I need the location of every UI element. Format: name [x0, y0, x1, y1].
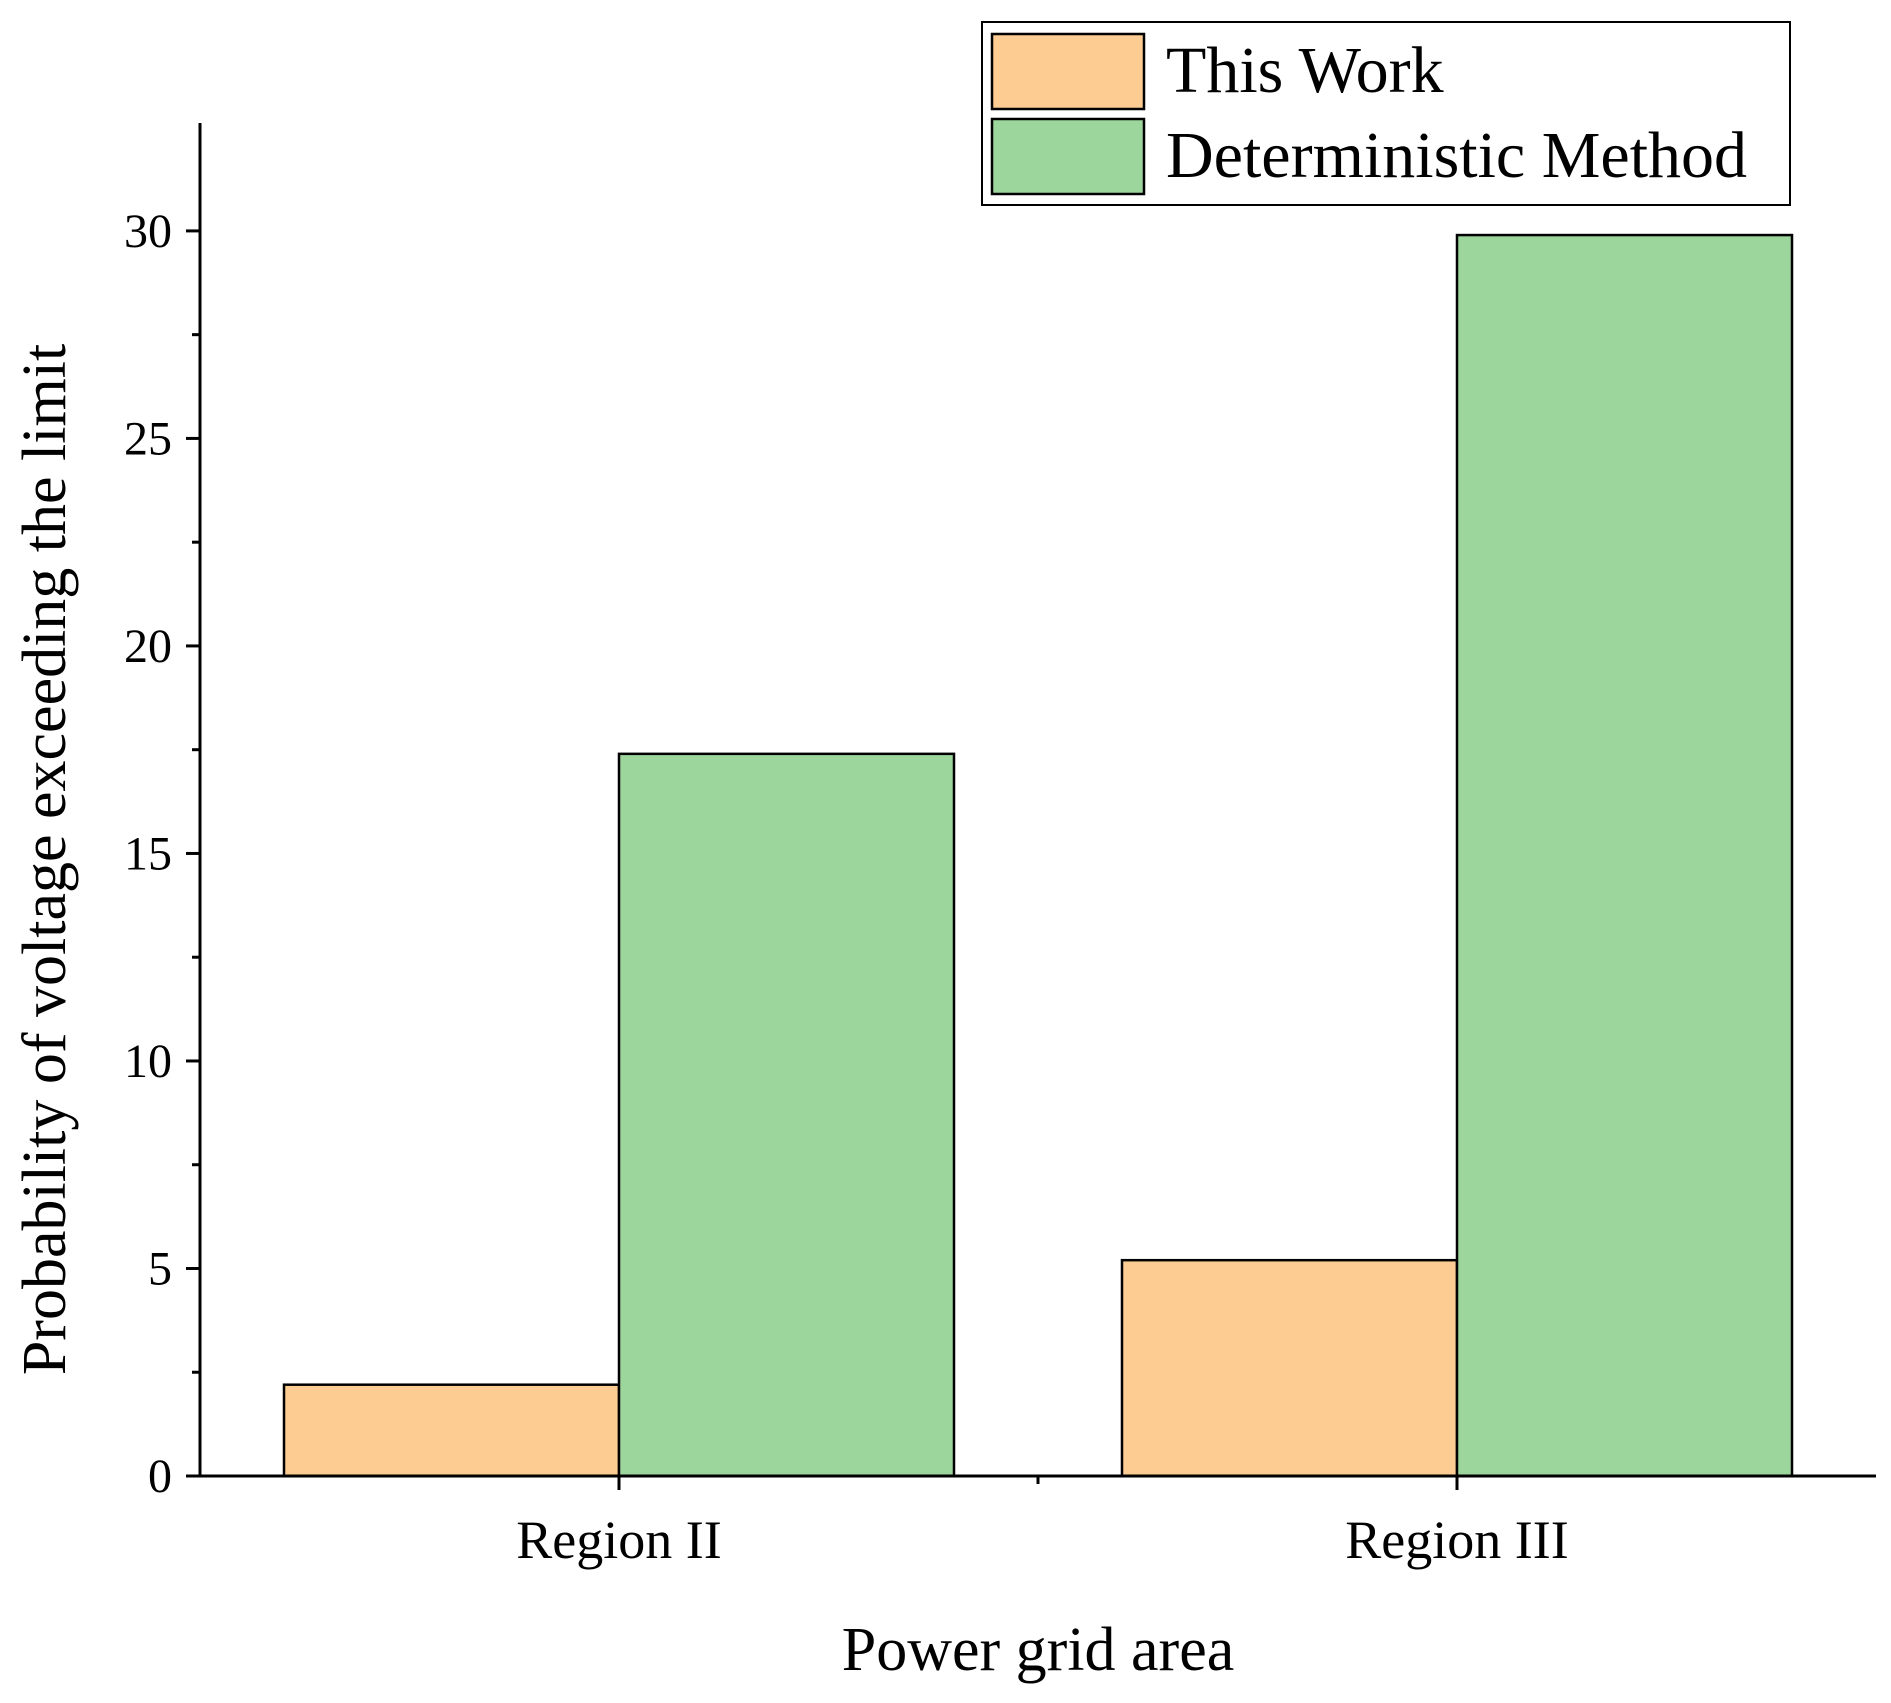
ticks-layer: 0 5 10 15 20 25 30 Region II Region III [124, 205, 1569, 1570]
bar-this-work-region-iii [1120, 1258, 1459, 1478]
y-tick-label-20: 20 [124, 620, 172, 673]
y-tick-label-25: 25 [124, 412, 172, 465]
x-axis-title: Power grid area [842, 1616, 1235, 1684]
legend-label-this-work: This Work [1166, 34, 1444, 107]
y-tick-label-0: 0 [148, 1450, 172, 1503]
bar-deterministic-method-region-ii [617, 752, 956, 1478]
y-tick-label-15: 15 [124, 827, 172, 880]
bars-layer [282, 233, 1794, 1478]
legend-label-deterministic-method: Deterministic Method [1166, 119, 1747, 192]
bar-deterministic-method-region-iii [1455, 233, 1794, 1478]
x-tick-label-region-iii: Region III [1345, 1510, 1568, 1570]
legend: This Work Deterministic Method [981, 21, 1791, 206]
y-tick-label-30: 30 [124, 205, 172, 258]
y-tick-label-5: 5 [148, 1242, 172, 1295]
legend-swatch-deterministic-method [990, 117, 1146, 196]
x-tick-label-region-ii: Region II [516, 1510, 721, 1570]
y-tick-label-10: 10 [124, 1035, 172, 1088]
legend-swatch-this-work [990, 32, 1146, 111]
y-axis-title: Probability of voltage exceeding the lim… [11, 344, 79, 1375]
bar-this-work-region-ii [282, 1383, 621, 1478]
